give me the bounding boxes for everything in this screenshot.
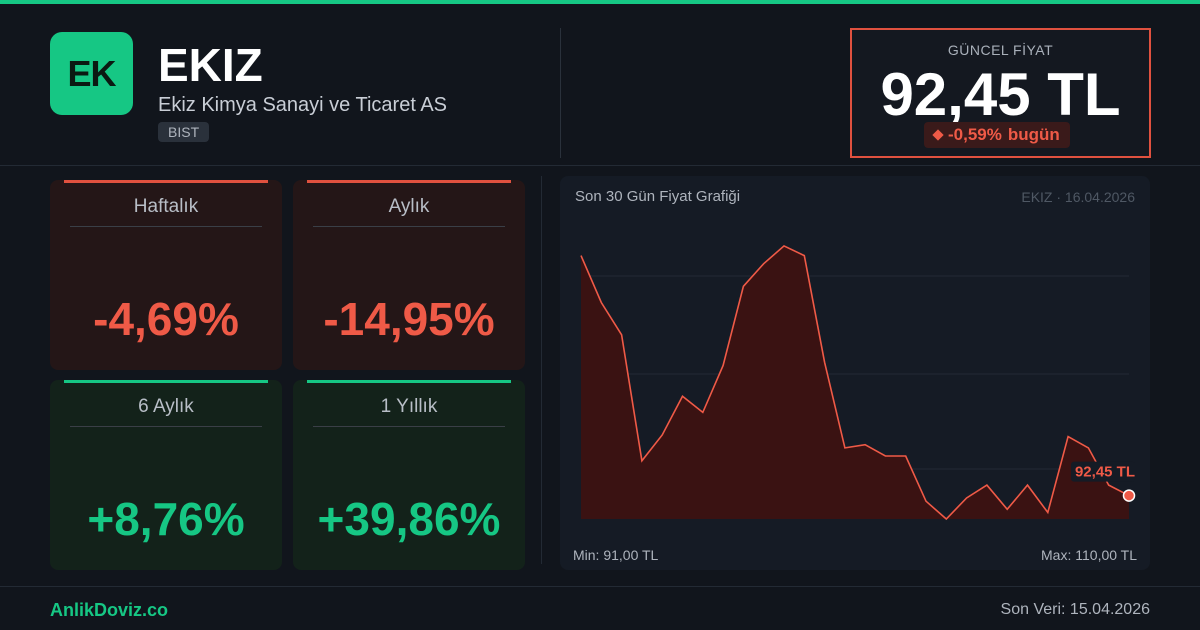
last-data-date: Son Veri: 15.04.2026 <box>1000 601 1150 618</box>
company-name: Ekiz Kimya Sanayi ve Ticaret AS <box>158 94 448 116</box>
card-value: +8,76% <box>87 493 245 545</box>
chart-min-label: Min: 91,00 TL <box>573 547 659 563</box>
down-diamond-icon <box>932 129 944 141</box>
price-area-chart: 92,45 TL <box>580 244 1136 521</box>
header-divider <box>560 28 561 158</box>
card-title: Haftalık <box>70 196 262 227</box>
card-accent-bar <box>307 380 511 383</box>
price-line <box>580 244 1130 521</box>
ticker-logo: EK <box>50 32 133 115</box>
daily-change-badge: -0,59% bugün <box>924 122 1070 148</box>
daily-change-suffix: bugün <box>1007 125 1060 144</box>
section-divider <box>541 176 542 564</box>
chart-max-label: Max: 110,00 TL <box>1041 547 1137 563</box>
top-accent-bar <box>0 0 1200 4</box>
daily-change-value: -0,59% <box>948 125 1002 144</box>
ticker-symbol: EKIZ <box>158 39 263 91</box>
card-weekly: Haftalık -4,69% <box>50 180 282 370</box>
chart-subtitle: EKIZ · 16.04.2026 <box>1021 189 1135 205</box>
card-monthly: Aylık -14,95% <box>293 180 525 370</box>
card-accent-bar <box>64 380 268 383</box>
card-title: Aylık <box>313 196 505 227</box>
card-accent-bar <box>307 180 511 183</box>
exchange-badge: BIST <box>158 122 210 142</box>
current-price-box: GÜNCEL FİYAT 92,45 TL -0,59% bugün <box>850 28 1151 158</box>
last-price-label: 92,45 TL <box>1075 464 1135 481</box>
current-price-value: 92,45 TL <box>880 61 1121 128</box>
card-six-month: 6 Aylık +8,76% <box>50 380 282 570</box>
last-price-label-bg <box>1071 461 1135 482</box>
current-price-label: GÜNCEL FİYAT <box>947 42 1054 58</box>
chart-title: Son 30 Gün Fiyat Grafiği <box>575 188 741 205</box>
header: EK EKIZ Ekiz Kimya Sanayi ve Ticaret AS … <box>0 4 1200 166</box>
card-value: -14,95% <box>323 293 495 345</box>
card-yearly: 1 Yıllık +39,86% <box>293 380 525 570</box>
last-price-point <box>1122 489 1136 502</box>
price-chart-panel: Son 30 Gün Fiyat Grafiği EKIZ · 16.04.20… <box>560 176 1150 570</box>
card-value: -4,69% <box>93 293 239 345</box>
price-area-fill <box>581 245 1129 519</box>
card-title: 6 Aylık <box>70 396 262 427</box>
footer: AnlikDoviz.co Son Veri: 15.04.2026 <box>0 586 1200 630</box>
card-title: 1 Yıllık <box>313 396 505 427</box>
brand-link[interactable]: AnlikDoviz.co <box>50 600 169 620</box>
card-value: +39,86% <box>317 493 501 545</box>
card-accent-bar <box>64 180 268 183</box>
